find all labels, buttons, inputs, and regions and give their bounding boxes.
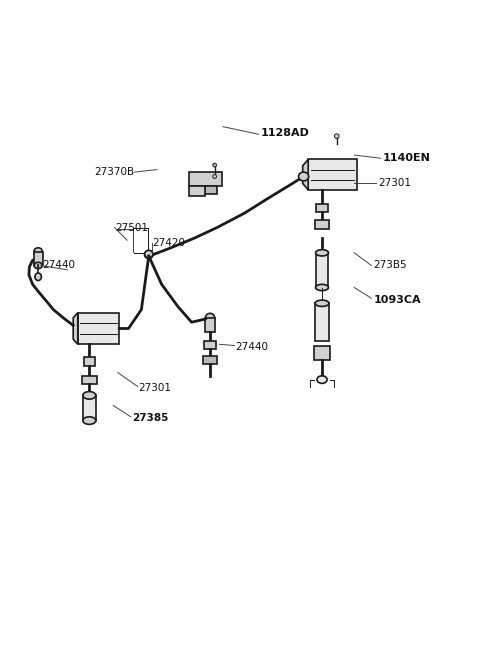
Bar	[315, 253, 328, 288]
Bar	[315, 304, 329, 341]
Bar	[204, 341, 216, 349]
Ellipse shape	[83, 417, 96, 424]
Polygon shape	[189, 186, 204, 196]
Ellipse shape	[315, 300, 329, 306]
Bar	[78, 313, 119, 344]
Text: 1140EN: 1140EN	[383, 153, 431, 163]
Polygon shape	[73, 313, 78, 344]
Ellipse shape	[35, 273, 41, 281]
Ellipse shape	[335, 134, 339, 139]
Bar	[83, 396, 96, 420]
Text: 27440: 27440	[235, 342, 268, 352]
Ellipse shape	[213, 175, 216, 179]
Bar	[203, 356, 217, 364]
Bar	[315, 220, 329, 229]
Text: 27370B: 27370B	[94, 167, 134, 177]
Ellipse shape	[315, 284, 328, 290]
Text: 27501: 27501	[116, 223, 149, 233]
Bar	[205, 186, 217, 194]
Bar	[82, 376, 96, 384]
Bar	[308, 160, 357, 190]
Text: 27385: 27385	[132, 413, 168, 423]
Ellipse shape	[34, 262, 42, 269]
Ellipse shape	[315, 250, 328, 256]
Text: 1093CA: 1093CA	[373, 295, 421, 305]
Ellipse shape	[34, 248, 42, 256]
Ellipse shape	[83, 392, 96, 399]
Bar	[84, 357, 95, 366]
Bar	[34, 252, 43, 265]
Bar	[205, 318, 215, 332]
Text: 27440: 27440	[42, 260, 75, 271]
Text: 273B5: 273B5	[373, 260, 407, 271]
Text: 1128AD: 1128AD	[261, 128, 310, 138]
Bar	[316, 204, 327, 212]
Bar	[189, 172, 222, 186]
Ellipse shape	[144, 250, 153, 258]
Text: 27301: 27301	[139, 384, 172, 394]
Polygon shape	[303, 160, 308, 190]
Ellipse shape	[205, 313, 215, 322]
Ellipse shape	[317, 376, 327, 384]
Text: 27301: 27301	[378, 179, 411, 189]
Ellipse shape	[299, 172, 309, 181]
Ellipse shape	[213, 163, 216, 167]
Ellipse shape	[144, 251, 153, 258]
Text: 27420: 27420	[153, 238, 185, 248]
Bar	[314, 346, 330, 360]
